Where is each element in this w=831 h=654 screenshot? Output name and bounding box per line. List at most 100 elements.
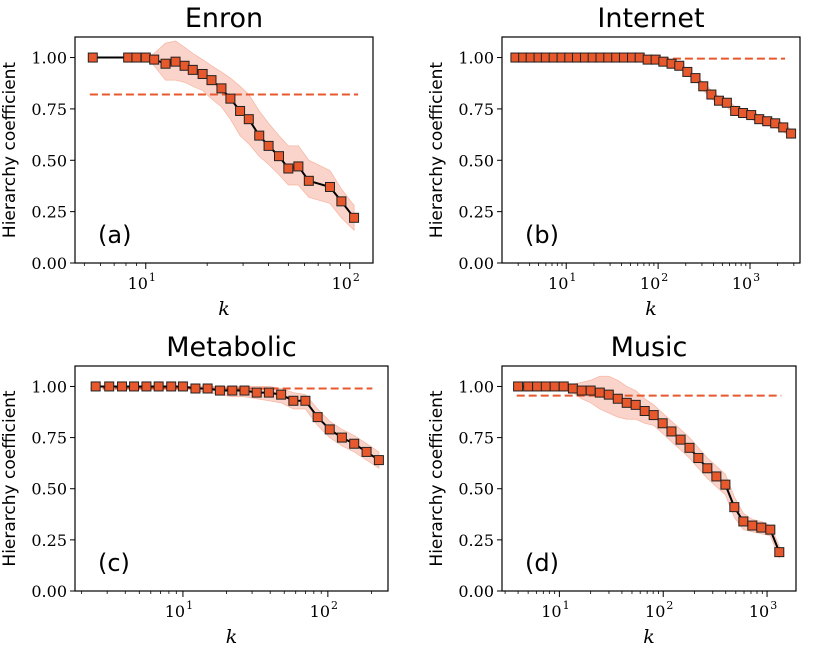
data-point: [756, 522, 767, 533]
confidence-band: [518, 375, 780, 559]
data-point: [720, 479, 731, 490]
x-tick-label: 103: [732, 271, 760, 293]
data-point: [693, 453, 704, 464]
data-point: [216, 83, 227, 94]
x-tick-label: 101: [548, 271, 576, 293]
data-point: [373, 455, 384, 466]
y-axis-label: Hierarchy coefficient: [0, 62, 20, 239]
series-line: [95, 385, 380, 461]
data-point: [90, 381, 101, 392]
panel-label: (b): [525, 221, 559, 249]
data-point: [690, 73, 701, 84]
panel-music: 0.00 0.25 0.50 0.75 1.00 101 102 103 Music k Hiera…: [427, 332, 797, 648]
data-point: [141, 381, 152, 392]
data-point: [276, 389, 287, 400]
data-point: [197, 68, 208, 79]
data-point: [675, 434, 686, 445]
x-tick-label: 102: [310, 599, 338, 621]
data-point: [129, 381, 140, 392]
y-axis-label: Hierarchy coefficient: [0, 390, 20, 567]
data-point: [765, 524, 776, 535]
data-point: [263, 140, 274, 151]
data-point: [682, 66, 693, 77]
data-point: [300, 395, 311, 406]
data-point: [187, 64, 198, 75]
data-point: [674, 60, 685, 71]
data-point: [658, 56, 669, 67]
chart-title: Internet: [597, 3, 704, 34]
plot-frame: [501, 365, 797, 592]
x-tick-exponent: 1: [569, 271, 576, 284]
x-tick-exponent: 2: [661, 271, 668, 284]
data-point: [123, 52, 134, 63]
data-point: [117, 381, 128, 392]
data-point: [648, 410, 659, 421]
data-point: [747, 520, 758, 531]
data-point: [721, 97, 732, 108]
x-tick-exponent: 2: [353, 271, 360, 284]
x-tick-label: 102: [645, 599, 673, 621]
data-point: [711, 471, 722, 482]
plot-frame: [74, 36, 374, 264]
data-point: [254, 130, 265, 141]
data-point: [729, 502, 740, 513]
x-axis-label: k: [645, 298, 657, 320]
data-point: [639, 406, 650, 416]
data-point: [666, 426, 677, 437]
data-point: [131, 52, 142, 63]
confidence-band: [95, 386, 380, 470]
plot-frame: [501, 36, 801, 264]
y-tick-label: 0.25: [31, 531, 67, 550]
data-point: [349, 212, 360, 223]
data-point: [104, 381, 115, 392]
plot-frame: [74, 365, 389, 592]
data-point: [585, 385, 596, 396]
y-tick-label: 0.75: [31, 429, 67, 448]
y-tick-label: 0.75: [458, 429, 494, 448]
data-point: [239, 385, 250, 396]
data-point: [177, 381, 188, 392]
data-point: [684, 442, 695, 453]
data-point: [206, 75, 217, 86]
y-tick-label: 0.00: [31, 582, 67, 601]
data-point: [523, 381, 534, 392]
data-point: [361, 446, 372, 457]
y-tick-label: 1.00: [31, 377, 67, 396]
data-point: [214, 385, 225, 396]
series-line: [515, 56, 792, 135]
data-point: [160, 58, 171, 69]
data-point: [612, 393, 623, 404]
data-point: [786, 128, 797, 139]
x-tick-exponent: 1: [563, 599, 570, 612]
data-point: [657, 418, 668, 429]
x-tick-label: 102: [332, 271, 360, 293]
data-point: [303, 175, 314, 186]
data-point: [202, 383, 213, 394]
data-point: [263, 387, 274, 398]
x-tick-label: 101: [541, 599, 569, 621]
data-point: [149, 54, 160, 65]
chart-title: Enron: [185, 3, 263, 34]
confidence-band: [515, 57, 792, 139]
x-tick-exponent: 2: [666, 599, 673, 612]
data-point: [283, 163, 294, 174]
data-point: [251, 387, 262, 398]
x-tick-label: 101: [128, 271, 156, 293]
y-tick-label: 0.00: [31, 254, 67, 273]
data-point: [738, 516, 749, 527]
data-point: [567, 383, 578, 394]
x-tick-exponent: 1: [186, 599, 193, 612]
data-point: [532, 381, 543, 392]
data-point: [140, 52, 151, 63]
y-axis-label: Hierarchy coefficient: [427, 62, 447, 239]
data-point: [349, 438, 360, 449]
data-point: [166, 381, 177, 392]
x-tick-label: 101: [165, 599, 193, 621]
x-tick-label: 103: [749, 599, 777, 621]
x-tick-exponent: 3: [753, 271, 760, 284]
y-tick-label: 0.00: [458, 582, 494, 601]
y-tick-label: 0.75: [458, 100, 494, 119]
data-point: [324, 181, 335, 192]
y-tick-label: 0.50: [31, 151, 67, 170]
